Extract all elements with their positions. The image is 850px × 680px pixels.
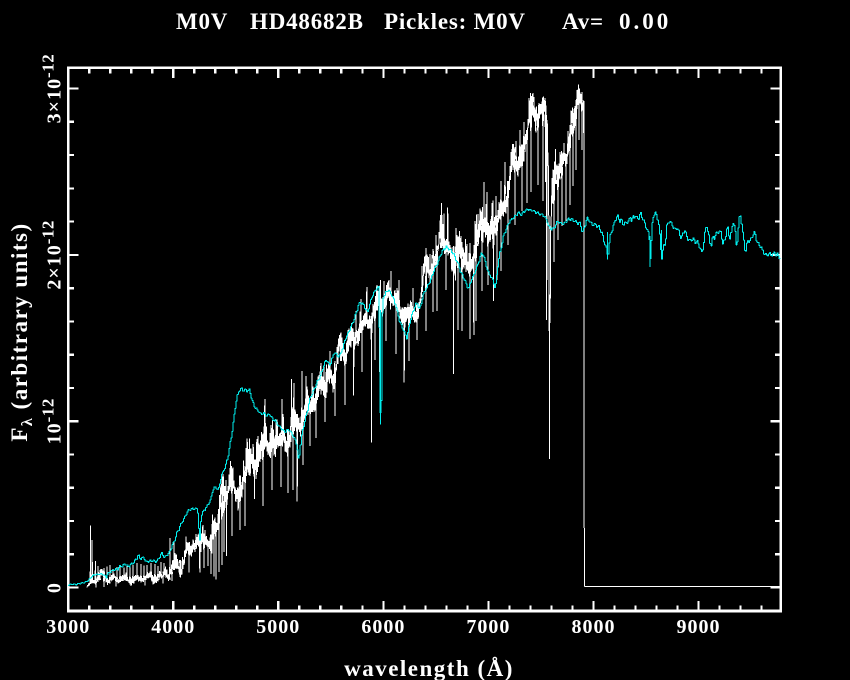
svg-text:5000: 5000 bbox=[256, 616, 300, 638]
svg-text:8000: 8000 bbox=[572, 616, 616, 638]
svg-text:9000: 9000 bbox=[677, 616, 721, 638]
svg-text:7000: 7000 bbox=[466, 616, 510, 638]
svg-text:0.00: 0.00 bbox=[619, 9, 671, 34]
svg-text:4000: 4000 bbox=[151, 616, 195, 638]
svg-text:6000: 6000 bbox=[361, 616, 405, 638]
svg-text:wavelength (Å): wavelength (Å) bbox=[344, 656, 514, 680]
svg-text:Fλ (arbitrary units): Fλ (arbitrary units) bbox=[7, 222, 36, 441]
svg-text:0: 0 bbox=[44, 582, 66, 593]
svg-text:HD48682B: HD48682B bbox=[250, 9, 364, 34]
svg-text:Av=: Av= bbox=[562, 9, 604, 34]
svg-text:M0V: M0V bbox=[176, 9, 228, 34]
svg-text:3000: 3000 bbox=[46, 616, 90, 638]
svg-text:Pickles: M0V: Pickles: M0V bbox=[384, 9, 526, 34]
svg-text:2×10-12: 2×10-12 bbox=[39, 220, 66, 290]
